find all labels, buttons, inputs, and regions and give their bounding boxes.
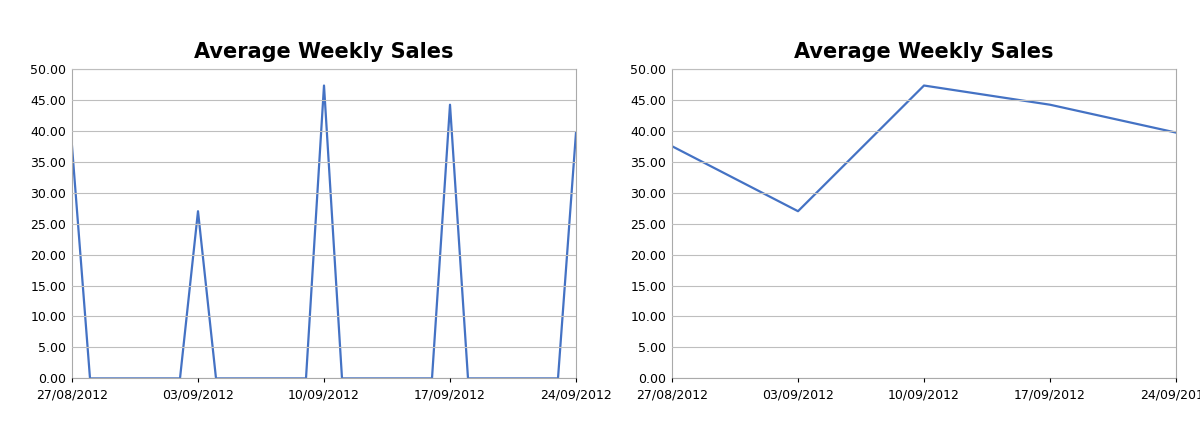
- Title: Average Weekly Sales: Average Weekly Sales: [794, 42, 1054, 61]
- Title: Average Weekly Sales: Average Weekly Sales: [194, 42, 454, 61]
